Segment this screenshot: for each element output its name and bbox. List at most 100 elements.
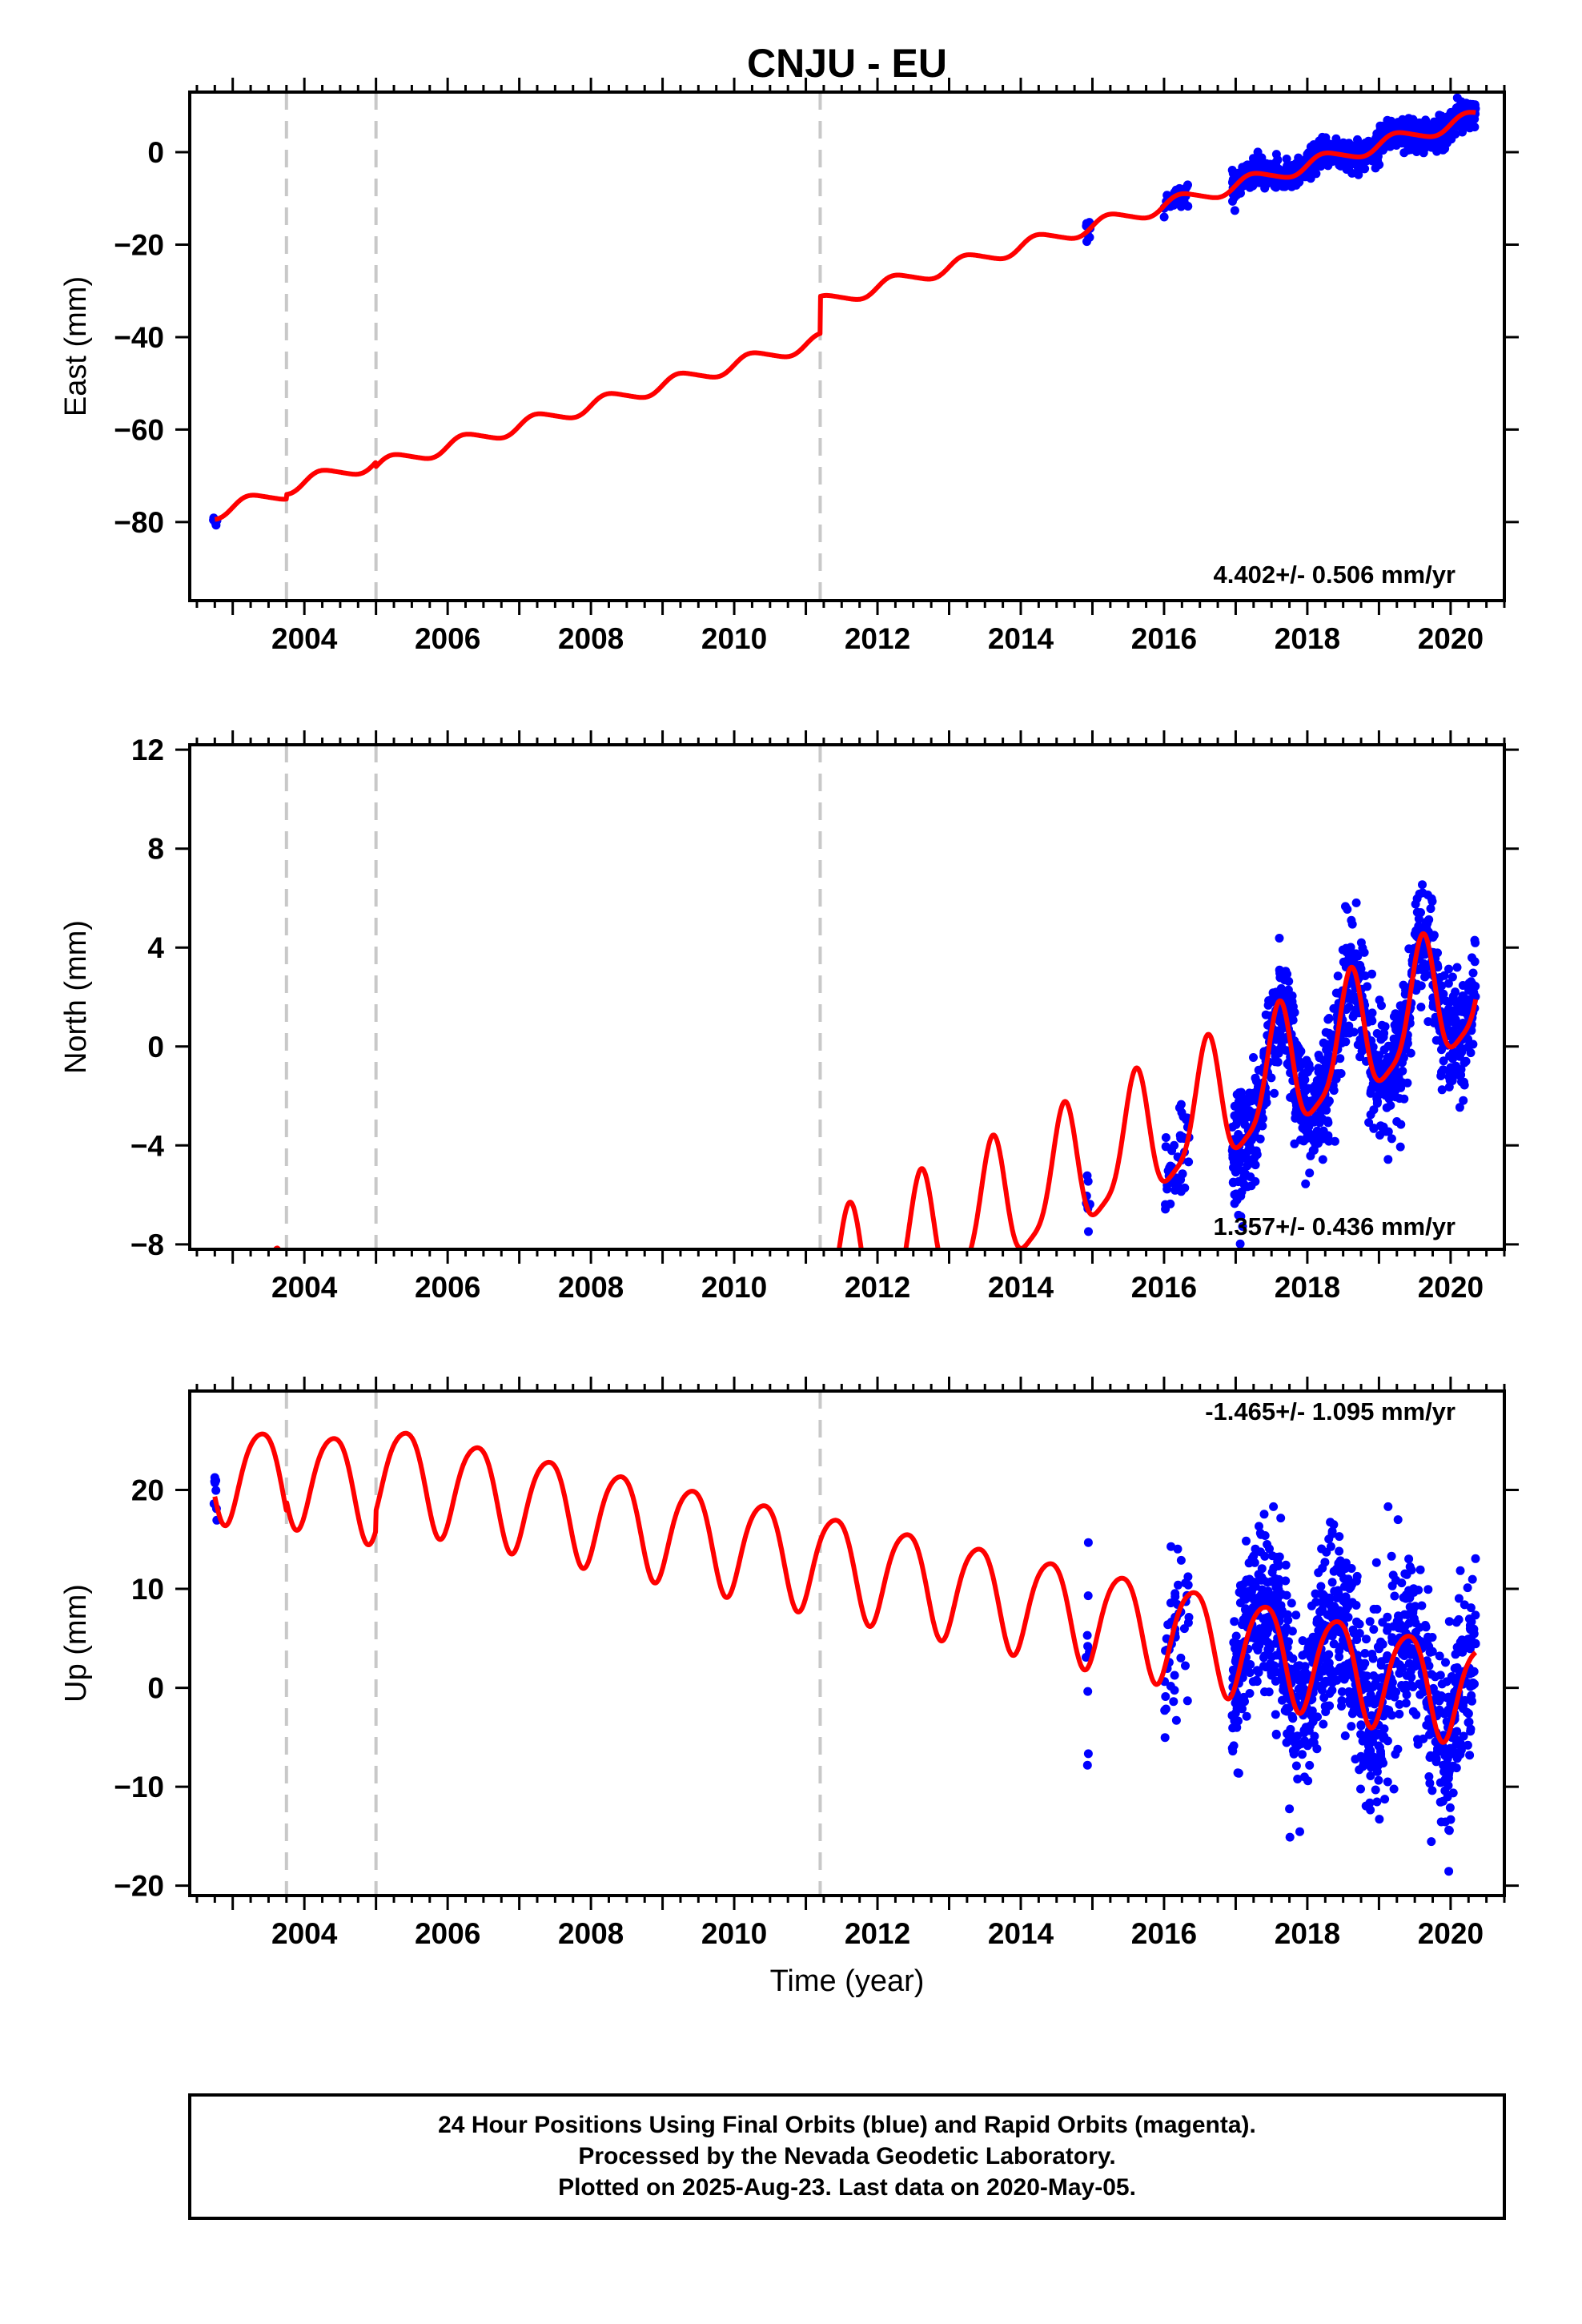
data-point xyxy=(1391,1086,1400,1096)
data-point xyxy=(1446,131,1456,140)
data-point xyxy=(1324,1096,1334,1106)
data-point xyxy=(1176,202,1186,211)
data-point xyxy=(1239,1615,1248,1625)
data-point xyxy=(1321,1676,1331,1686)
data-point xyxy=(1251,1544,1260,1554)
data-point xyxy=(1318,1155,1327,1164)
data-point xyxy=(1243,1161,1252,1171)
data-point xyxy=(1465,1751,1475,1760)
x-tick-label: 2020 xyxy=(1418,622,1484,655)
data-point xyxy=(1326,1518,1335,1527)
data-point xyxy=(1271,1710,1280,1719)
x-axis-label: Time (year) xyxy=(770,1964,925,1998)
panels: 2004 2006 2008 2010 2012 2014 2016 2018 20200−20… xyxy=(59,78,1519,1950)
data-point xyxy=(1371,163,1380,173)
data-point xyxy=(1407,1602,1417,1612)
data-point xyxy=(1245,1689,1255,1698)
data-point xyxy=(1445,1743,1455,1753)
data-point xyxy=(1439,1056,1448,1066)
data-point xyxy=(1372,1029,1382,1038)
data-point xyxy=(1163,1620,1173,1630)
data-point xyxy=(1336,140,1346,150)
data-point xyxy=(1436,1691,1446,1700)
x-tick-label: 2012 xyxy=(845,1271,910,1304)
data-point xyxy=(1375,1815,1384,1824)
data-point xyxy=(1229,1741,1239,1751)
data-point xyxy=(1427,897,1437,906)
x-tick-label: 2020 xyxy=(1418,1271,1484,1304)
data-point xyxy=(1273,1557,1283,1566)
data-point xyxy=(1443,1792,1452,1802)
model-line xyxy=(272,931,1479,1249)
data-point xyxy=(1285,1832,1295,1842)
data-point xyxy=(1407,1566,1416,1574)
data-point xyxy=(1427,1786,1437,1795)
data-point xyxy=(1459,1096,1468,1105)
data-point xyxy=(1243,1154,1252,1164)
data-point xyxy=(1421,918,1431,927)
data-point xyxy=(1300,1736,1310,1746)
data-point xyxy=(1242,1577,1251,1586)
data-point xyxy=(1182,1696,1192,1706)
panel-3: 2004 2006 2008 2010 2012 2014 2016 2018 20202010… xyxy=(59,1377,1519,1950)
data-point xyxy=(1323,1118,1333,1128)
data-point xyxy=(1083,1749,1093,1759)
data-point xyxy=(1445,1803,1455,1812)
data-point xyxy=(212,1322,221,1331)
data-point xyxy=(1303,1776,1313,1786)
data-point xyxy=(1243,1096,1252,1104)
data-point xyxy=(1390,1591,1399,1601)
data-point xyxy=(1380,1795,1390,1804)
data-point xyxy=(1184,1157,1194,1167)
data-point xyxy=(1319,140,1328,150)
data-point xyxy=(1319,1719,1328,1729)
data-point xyxy=(1235,1239,1245,1248)
data-point xyxy=(1432,960,1442,970)
data-point xyxy=(1280,182,1290,191)
data-point xyxy=(1372,1604,1382,1614)
data-point xyxy=(1452,1727,1462,1736)
y-tick-label: −80 xyxy=(114,506,164,539)
data-point xyxy=(1251,1073,1260,1083)
data-point xyxy=(1434,1707,1443,1716)
data-point xyxy=(1298,1651,1307,1660)
data-point xyxy=(1415,1565,1425,1574)
data-point xyxy=(1174,1103,1184,1112)
data-point xyxy=(1425,123,1435,132)
data-point xyxy=(1276,1514,1286,1523)
data-point xyxy=(212,1331,221,1340)
data-point xyxy=(1238,1222,1247,1231)
data-point xyxy=(1238,1704,1247,1714)
data-point xyxy=(1337,1687,1347,1696)
data-point xyxy=(1312,1744,1322,1754)
data-point xyxy=(1347,1722,1356,1731)
data-point xyxy=(1247,1556,1257,1566)
data-point xyxy=(1394,1611,1403,1621)
data-point xyxy=(1323,1131,1332,1140)
data-point xyxy=(1417,1601,1427,1610)
data-point xyxy=(1410,1662,1419,1671)
data-point xyxy=(1371,1698,1379,1707)
data-point xyxy=(1366,1087,1375,1096)
data-point xyxy=(1401,1699,1411,1708)
data-point xyxy=(1176,1555,1186,1565)
x-tick-label: 2008 xyxy=(558,1271,624,1304)
x-tick-label: 2012 xyxy=(845,622,910,655)
data-point xyxy=(1184,1613,1194,1622)
data-point xyxy=(1229,1638,1239,1647)
data-point xyxy=(1285,1727,1295,1737)
data-point xyxy=(1367,1683,1376,1692)
data-point xyxy=(1283,1610,1292,1619)
data-point xyxy=(1228,196,1237,206)
data-point xyxy=(1318,1605,1327,1614)
data-point xyxy=(1464,979,1474,988)
data-point xyxy=(1445,1765,1455,1775)
data-point xyxy=(1406,1680,1415,1690)
data-point xyxy=(1236,1212,1246,1221)
data-point xyxy=(1327,1578,1337,1587)
data-point xyxy=(1375,1743,1384,1752)
data-point xyxy=(1322,1665,1331,1675)
data-point xyxy=(1459,1704,1468,1713)
data-point xyxy=(1372,1797,1382,1807)
data-point xyxy=(1416,1003,1426,1011)
